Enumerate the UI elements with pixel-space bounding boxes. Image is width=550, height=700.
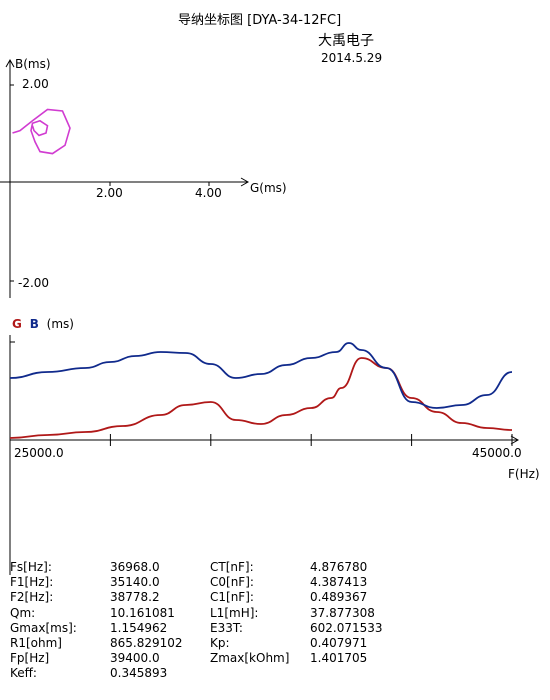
param-value: 4.387413 <box>310 575 368 590</box>
param-value: 865.829102 <box>110 636 183 650</box>
g-series-line <box>9 357 513 439</box>
param-label: C0[nF]: <box>210 575 254 590</box>
x-start-label: 25000.0 <box>14 446 64 460</box>
param-value: 4.876780 <box>310 560 368 574</box>
g-series-label: G <box>12 317 22 331</box>
param-value: 38778.2 <box>110 590 160 605</box>
company-name: 大禹电子 <box>318 33 374 49</box>
g-axis-label: G(ms) <box>250 181 287 195</box>
param-value: 0.407971 <box>310 636 368 650</box>
x-end-label: 45000.0 <box>472 446 522 460</box>
param-label: C1[nF]: <box>210 590 254 605</box>
sweep-axes <box>9 335 520 575</box>
param-label: Gmax[ms]: <box>10 620 77 635</box>
param-value: 10.161081 <box>110 605 175 620</box>
param-value: 37.877308 <box>310 605 375 620</box>
param-label: L1[mH]: <box>210 605 259 620</box>
admittance-circle-curve <box>12 108 71 155</box>
b-axis-label: B(ms) <box>15 57 51 71</box>
sweep-x-axis-arrow <box>510 435 520 445</box>
param-value: 602.071533 <box>310 620 383 635</box>
param-value: 39400.0 <box>110 651 160 666</box>
param-label: Keff: <box>10 666 37 681</box>
param-label: Zmax[kOhm] <box>210 651 290 666</box>
b-series-label: B <box>30 317 39 331</box>
ytick-label: -2.00 <box>18 276 49 290</box>
param-value: 36968.0 <box>110 560 160 574</box>
param-label: Qm: <box>10 605 36 620</box>
sweep-ylabel: G B (ms) <box>12 317 74 331</box>
b-axis-arrow <box>5 58 15 68</box>
param-label: E33T: <box>210 620 243 635</box>
param-label: Fp[Hz] <box>10 651 50 666</box>
chart-title: 导纳坐标图 [DYA-34-12FC] <box>178 13 342 28</box>
report-date: 2014.5.29 <box>321 51 383 65</box>
param-label: F2[Hz]: <box>10 590 54 605</box>
param-label: CT[nF]: <box>210 560 254 574</box>
param-value: 35140.0 <box>110 575 160 590</box>
param-label: R1[ohm] <box>10 636 62 650</box>
param-value: 1.401705 <box>310 651 368 666</box>
param-label: F1[Hz]: <box>10 575 54 590</box>
param-value: 0.489367 <box>310 590 368 605</box>
param-value: 0.345893 <box>110 666 168 681</box>
param-value: 1.154962 <box>110 620 168 635</box>
admittance-axes <box>0 58 250 298</box>
b-series-line <box>9 342 513 409</box>
g-axis-arrow <box>240 177 250 187</box>
sweep-x-axis-label: F(Hz) <box>508 467 540 481</box>
xtick-label: 2.00 <box>96 186 123 200</box>
ytick-label: 2.00 <box>22 77 49 91</box>
sweep-x-ticks <box>9 434 513 446</box>
sweep-unit-label: (ms) <box>47 317 74 331</box>
param-label: Kp: <box>210 636 230 650</box>
xtick-label: 4.00 <box>195 186 222 200</box>
param-label: Fs[Hz]: <box>10 560 52 574</box>
